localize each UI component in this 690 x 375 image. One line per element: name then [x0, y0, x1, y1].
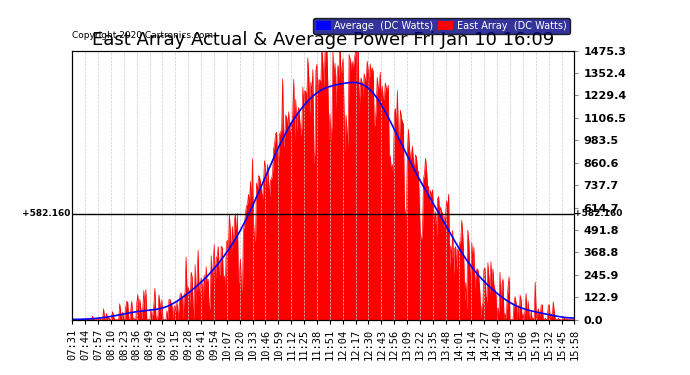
- Text: +582.160: +582.160: [22, 209, 70, 218]
- Text: +582.160: +582.160: [574, 209, 623, 218]
- Legend: Average  (DC Watts), East Array  (DC Watts): Average (DC Watts), East Array (DC Watts…: [313, 18, 569, 34]
- Title: East Array Actual & Average Power Fri Jan 10 16:09: East Array Actual & Average Power Fri Ja…: [92, 31, 555, 49]
- Text: Copyright 2020 Cartronics.com: Copyright 2020 Cartronics.com: [72, 31, 213, 40]
